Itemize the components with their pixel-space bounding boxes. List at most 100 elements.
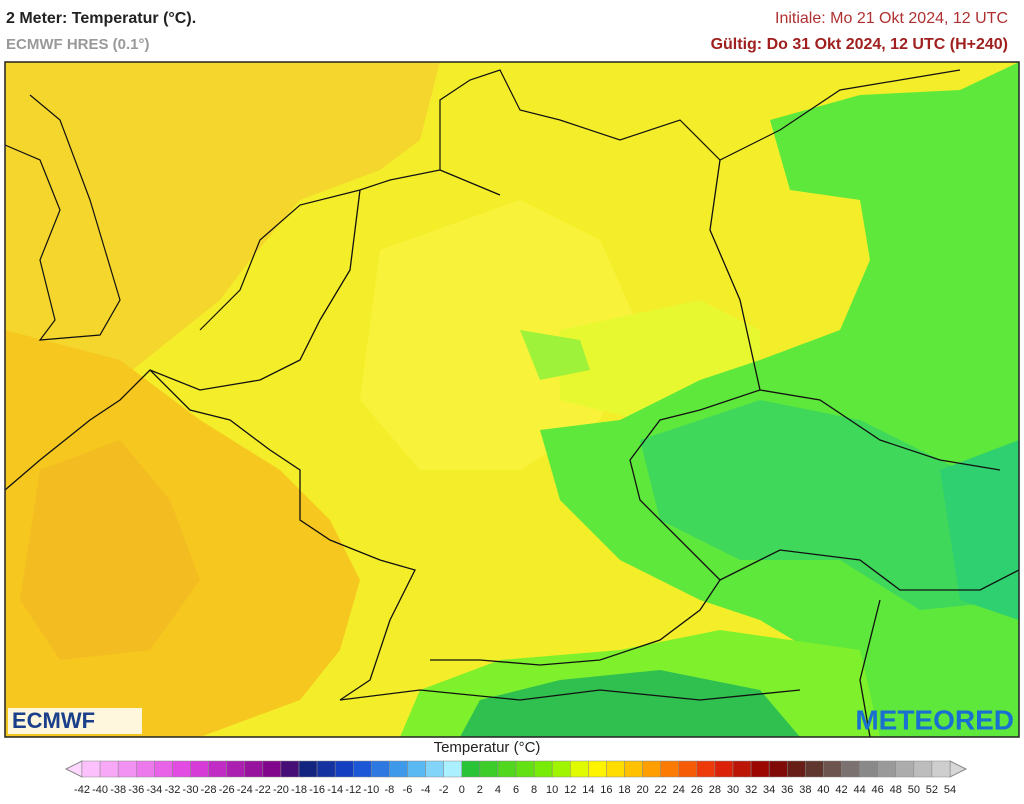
logo-meteored: METEORED xyxy=(855,704,1014,735)
colorbar-tick-label: -4 xyxy=(421,784,431,796)
colorbar-tick-label: -22 xyxy=(255,784,271,796)
colorbar-tick-label: 50 xyxy=(908,784,920,796)
colorbar-cell xyxy=(877,760,897,778)
colorbar-tick-label: 26 xyxy=(691,784,703,796)
colorbar-cell xyxy=(371,760,390,778)
colorbar-tick-label: 0 xyxy=(459,784,465,796)
colorbar-cell xyxy=(136,760,155,778)
colorbar-cell xyxy=(823,760,842,778)
title: 2 Meter: Temperatur (°C). xyxy=(6,10,196,27)
colorbar-cell xyxy=(316,760,336,778)
colorbar-tick-label: -12 xyxy=(345,784,361,796)
colorbar-tick-label: -24 xyxy=(237,784,253,796)
colorbar-tick-label: -2 xyxy=(439,784,449,796)
colorbar-tick-label: 10 xyxy=(546,784,558,796)
colorbar-cell xyxy=(244,760,264,778)
colorbar-cell xyxy=(461,760,481,778)
colorbar-cell xyxy=(99,760,119,778)
colorbar-cell xyxy=(624,760,643,778)
colorbar-cell xyxy=(570,760,589,778)
colorbar-tick-label: 8 xyxy=(531,784,537,796)
colorbar-tick-label: 54 xyxy=(944,784,956,796)
colorbar-tick-label: 46 xyxy=(872,784,884,796)
colorbar-tick-label: -40 xyxy=(92,784,108,796)
colorbar-cell xyxy=(407,760,426,778)
colorbar-tick-label: 2 xyxy=(477,784,483,796)
colorbar-cell xyxy=(81,760,101,778)
colorbar-tick-label: -10 xyxy=(363,784,379,796)
colorbar-tick-label: 22 xyxy=(655,784,667,796)
colorbar-tick-label: -30 xyxy=(183,784,199,796)
colorbar-tick-label: -20 xyxy=(273,784,289,796)
colorbar-cell xyxy=(515,760,535,778)
colorbar-cell xyxy=(768,760,788,778)
valid-time: Gültig: Do 31 Okt 2024, 12 UTC (H+240) xyxy=(711,36,1008,53)
colorbar-tick-label: -28 xyxy=(201,784,217,796)
colorbar-cell xyxy=(154,760,173,778)
colorbar-cell xyxy=(208,760,227,778)
colorbar-cell xyxy=(298,760,318,778)
colorbar-tick-label: 12 xyxy=(564,784,576,796)
colorbar-tick-label: 14 xyxy=(582,784,594,796)
colorbar-cell xyxy=(389,760,408,778)
colorbar-cell xyxy=(859,760,878,778)
colorbar-tick-label: -14 xyxy=(327,784,343,796)
initial-time: Initiale: Mo 21 Okt 2024, 12 UTC xyxy=(775,10,1008,27)
colorbar-cell xyxy=(732,760,752,778)
colorbar-tick-label: 6 xyxy=(513,784,519,796)
colorbar-tick-label: 40 xyxy=(817,784,829,796)
colorbar-tick-label: 52 xyxy=(926,784,938,796)
colorbar-tick-label: 28 xyxy=(709,784,721,796)
colorbar-tick-label: 44 xyxy=(853,784,865,796)
colorbar-tick-label: -38 xyxy=(110,784,126,796)
colorbar-tick-label: 4 xyxy=(495,784,501,796)
colorbar-tick-label: 20 xyxy=(636,784,648,796)
colorbar-tick-label: 38 xyxy=(799,784,811,796)
colorbar-tick-label: -26 xyxy=(219,784,235,796)
colorbar-cell xyxy=(443,760,462,778)
colorbar-tick-label: 34 xyxy=(763,784,775,796)
colorbar-cell xyxy=(551,760,571,778)
colorbar-tick-label: 18 xyxy=(618,784,630,796)
colorbar-cell xyxy=(913,760,933,778)
subtitle: ECMWF HRES (0.1°) xyxy=(6,36,150,53)
colorbar: -42 -40 -38 -36 -34 -32 -30 -28 -26 -24 -22 -20 -18-… xyxy=(64,760,968,796)
colorbar-tick-label: 24 xyxy=(673,784,685,796)
colorbar-cell xyxy=(714,760,734,778)
colorbar-tick-label: 30 xyxy=(727,784,739,796)
map: ECMWF METEORED xyxy=(5,62,1019,737)
colorbar-cell xyxy=(750,760,770,778)
logo-ecmwf: ECMWF xyxy=(12,708,95,733)
colorbar-cell xyxy=(805,760,824,778)
colorbar-cell xyxy=(678,760,698,778)
colorbar-tick-label: -6 xyxy=(403,784,413,796)
colorbar-cell xyxy=(479,760,499,778)
colorbar-tick-label: 42 xyxy=(835,784,847,796)
colorbar-tick-label: 36 xyxy=(781,784,793,796)
colorbar-cell xyxy=(190,760,209,778)
colorbar-cell xyxy=(280,760,300,778)
colorbar-tick-label: -18 xyxy=(291,784,307,796)
colorbar-cell xyxy=(226,760,246,778)
colorbar-cell xyxy=(696,760,716,778)
colorbar-tick-label: -16 xyxy=(309,784,325,796)
colorbar-cell xyxy=(606,760,625,778)
legend-title: Temperatur (°C) xyxy=(434,739,541,756)
colorbar-cell xyxy=(931,760,951,778)
colorbar-tick-label: 48 xyxy=(890,784,902,796)
colorbar-cell xyxy=(588,760,607,778)
colorbar-cell xyxy=(172,760,191,778)
colorbar-high-end xyxy=(949,760,968,778)
colorbar-cell xyxy=(262,760,282,778)
colorbar-tick-label: -34 xyxy=(146,784,162,796)
colorbar-cell xyxy=(660,760,680,778)
colorbar-cell xyxy=(497,760,517,778)
colorbar-cell xyxy=(895,760,915,778)
colorbar-tick-label: 16 xyxy=(600,784,612,796)
colorbar-tick-label: 32 xyxy=(745,784,757,796)
colorbar-tick-label: -8 xyxy=(385,784,395,796)
colorbar-cell xyxy=(353,760,372,778)
colorbar-cell xyxy=(787,760,806,778)
